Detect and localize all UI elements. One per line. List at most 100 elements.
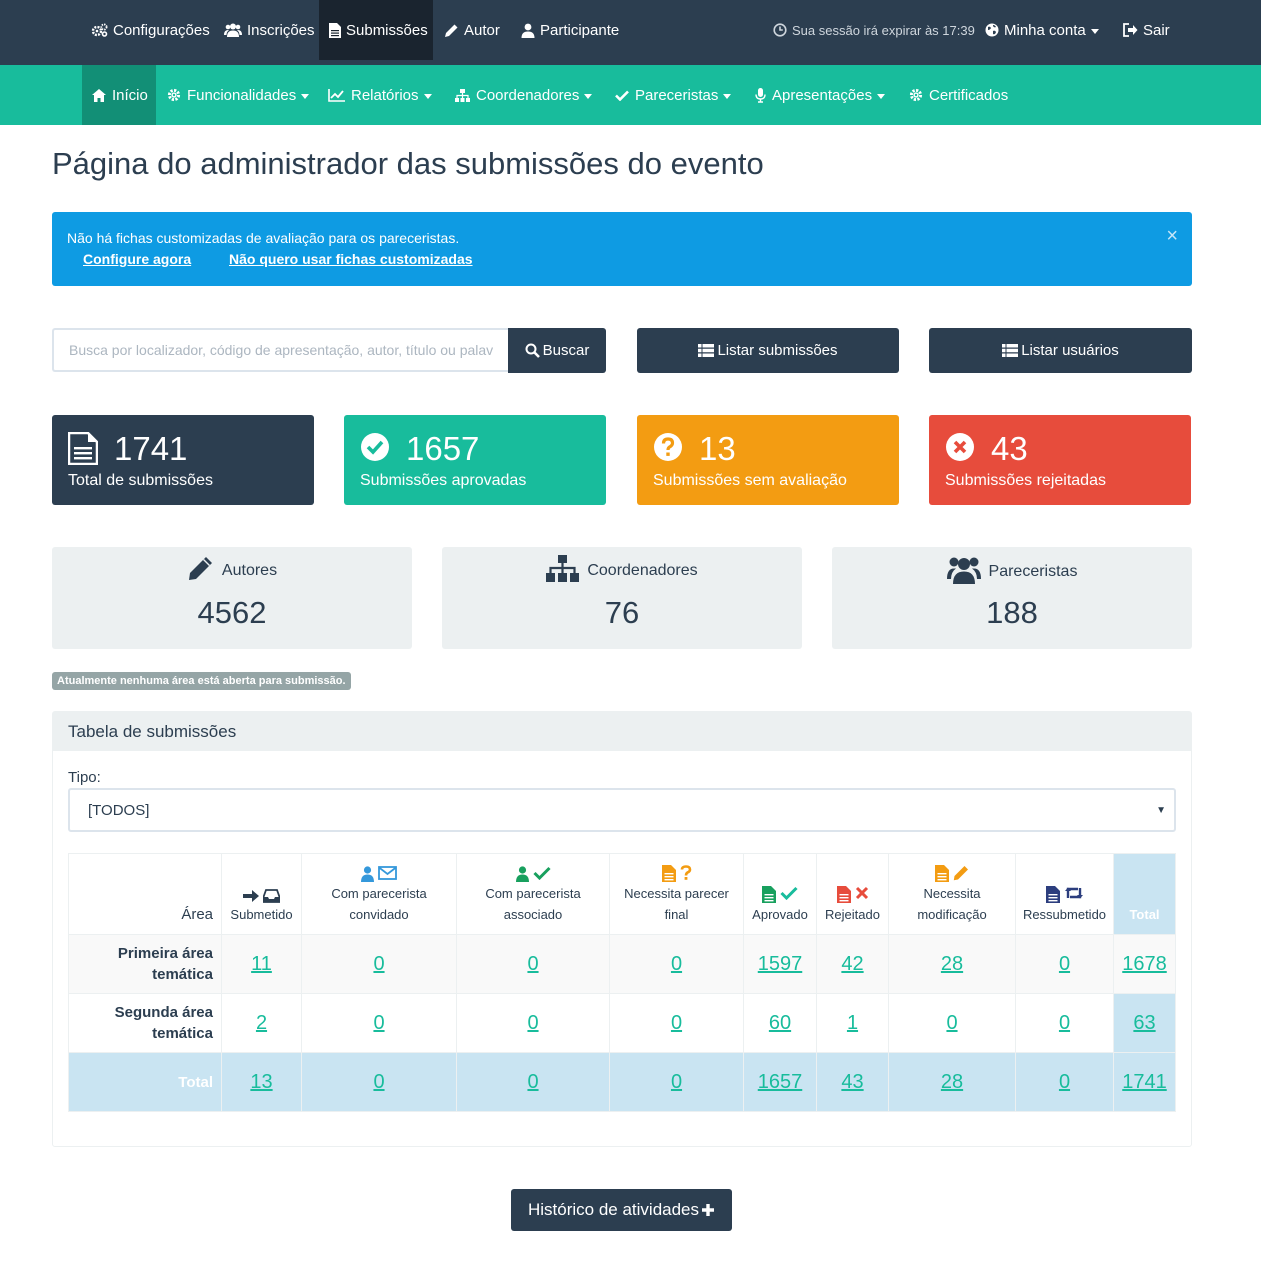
clock-icon: [773, 23, 787, 37]
decline-custom-forms-link[interactable]: Não quero usar fichas customizadas: [229, 251, 473, 267]
caret-down-icon: [723, 93, 732, 99]
subnav-certificados-label: Certificados: [929, 86, 1009, 104]
alert-message: Não há fichas customizadas de avaliação …: [67, 230, 460, 246]
nav-autor[interactable]: Autor: [444, 0, 500, 60]
table-cell: 0: [301, 993, 457, 1053]
list-users-button[interactable]: Listar usuários: [929, 328, 1192, 373]
home-icon: [92, 88, 106, 102]
search-icon: [525, 343, 540, 358]
stat-unreviewed-submissions[interactable]: 13 Submissões sem avaliação: [637, 415, 899, 505]
subnav-relatorios[interactable]: Relatórios: [328, 65, 432, 125]
count-link[interactable]: 0: [1058, 1070, 1071, 1093]
header-needs-modification-label: Necessita modificação: [917, 886, 987, 922]
subnav-inicio[interactable]: Início: [82, 65, 156, 125]
question-icon: [680, 865, 691, 880]
count-link[interactable]: 1741: [1122, 1070, 1167, 1093]
inbox-icon: [263, 889, 280, 903]
logout-link[interactable]: Sair: [1123, 0, 1170, 60]
authors-count: 4562: [197, 595, 267, 630]
count-link[interactable]: 60: [768, 1011, 792, 1034]
header-area: Área: [68, 853, 222, 935]
count-link[interactable]: 28: [940, 1070, 964, 1093]
authors-card[interactable]: Autores 4562: [52, 547, 412, 649]
count-link[interactable]: 0: [1058, 952, 1071, 975]
table-cell: 0: [301, 1052, 457, 1112]
pencil-icon: [953, 866, 968, 881]
configure-now-link[interactable]: Configure agora: [83, 251, 192, 267]
activity-history-button[interactable]: Histórico de atividades: [511, 1189, 732, 1231]
count-link[interactable]: 42: [841, 952, 864, 975]
count-link[interactable]: 0: [527, 1070, 539, 1093]
subnav-coordenadores[interactable]: Coordenadores: [455, 65, 593, 125]
count-link[interactable]: 0: [670, 1070, 683, 1093]
stat-rejected-submissions[interactable]: 43 Submissões rejeitadas: [929, 415, 1191, 505]
account-menu[interactable]: Minha conta: [985, 0, 1099, 60]
list-submissions-button[interactable]: Listar submissões: [637, 328, 899, 373]
count-link[interactable]: 0: [527, 952, 539, 975]
header-final-review: Necessita parecer final: [609, 853, 744, 935]
subnav-coordenadores-label: Coordenadores: [476, 86, 580, 104]
caret-down-icon: [301, 93, 310, 99]
subnav-apresentacoes-label: Apresentações: [772, 86, 873, 104]
top-navbar: Configurações Inscrições Submissões Auto…: [0, 0, 1261, 65]
table-cell: 13: [221, 1052, 302, 1112]
count-link[interactable]: 0: [670, 952, 683, 975]
nav-configuracoes[interactable]: Configurações: [91, 0, 210, 60]
count-link[interactable]: 0: [946, 1011, 958, 1034]
count-link[interactable]: 0: [373, 952, 385, 975]
count-link[interactable]: 43: [841, 1070, 864, 1093]
count-link[interactable]: 11: [251, 952, 272, 975]
subnav-certificados[interactable]: Certificados: [909, 65, 1008, 125]
file-text-icon: [836, 886, 851, 903]
count-link[interactable]: 1657: [757, 1070, 803, 1093]
row-area-label: Primeira área temática: [68, 934, 222, 994]
count-link[interactable]: 1678: [1122, 952, 1167, 975]
coordinators-card[interactable]: Coordenadores 76: [442, 547, 802, 649]
stat-total-label: Total de submissões: [68, 472, 213, 489]
stat-unreviewed-value: 13: [699, 430, 736, 467]
count-link[interactable]: 1597: [757, 952, 803, 975]
nav-submissoes[interactable]: Submissões: [319, 0, 433, 60]
subnav-funcionalidades[interactable]: Funcionalidades: [167, 65, 310, 125]
coordinators-label: Coordenadores: [587, 561, 698, 579]
session-expiry: Sua sessão irá expirar às 17:39: [773, 0, 975, 60]
header-needs-modification: Necessita modificação: [888, 853, 1016, 935]
count-link[interactable]: 2: [255, 1011, 268, 1034]
table-body: Primeira área temática 11 0 0 0 1597 42 28 0 1678…: [68, 934, 1176, 1112]
tipo-selected-value: [TODOS]: [88, 801, 150, 819]
count-link[interactable]: 0: [373, 1011, 385, 1034]
header-associated-reviewer-label: Com parecerista associado: [485, 886, 581, 922]
nav-participante[interactable]: Participante: [521, 0, 619, 60]
reviewers-card[interactable]: Pareceristas 188: [832, 547, 1192, 649]
stat-approved-submissions[interactable]: 1657 Submissões aprovadas: [344, 415, 606, 505]
user-icon: [515, 866, 529, 882]
table-cell: 60: [743, 993, 817, 1053]
line-chart-icon: [328, 88, 345, 102]
count-link[interactable]: 63: [1133, 1011, 1156, 1034]
count-link[interactable]: 13: [250, 1070, 273, 1093]
count-link[interactable]: 0: [670, 1011, 683, 1034]
tipo-select[interactable]: [TODOS] ▼: [68, 788, 1176, 832]
table-cell: 0: [609, 993, 744, 1053]
count-link[interactable]: 0: [527, 1011, 539, 1034]
table-cell: 0: [609, 1052, 744, 1112]
subnav-apresentacoes[interactable]: Apresentações: [755, 65, 886, 125]
header-rejeitado-label: Rejeitado: [825, 907, 880, 922]
stat-total-submissions[interactable]: 1741 Total de submissões: [52, 415, 314, 505]
count-link[interactable]: 0: [1058, 1011, 1071, 1034]
tipo-label: Tipo:: [68, 769, 101, 786]
table-cell: 28: [888, 934, 1016, 994]
stat-rejected-value: 43: [991, 430, 1028, 467]
sign-out-icon: [1123, 23, 1138, 37]
count-link[interactable]: 28: [940, 952, 964, 975]
search-button[interactable]: Buscar: [508, 328, 606, 373]
count-link[interactable]: 0: [373, 1070, 385, 1093]
user-icon: [521, 23, 535, 38]
header-aprovado-label: Aprovado: [752, 907, 808, 922]
search-input[interactable]: [52, 328, 508, 372]
nav-inscricoes[interactable]: Inscrições: [224, 0, 315, 60]
subnav-pareceristas[interactable]: Pareceristas: [615, 65, 732, 125]
count-link[interactable]: 1: [846, 1011, 859, 1034]
close-icon[interactable]: ×: [1166, 225, 1178, 247]
reviewers-count: 188: [986, 595, 1038, 630]
